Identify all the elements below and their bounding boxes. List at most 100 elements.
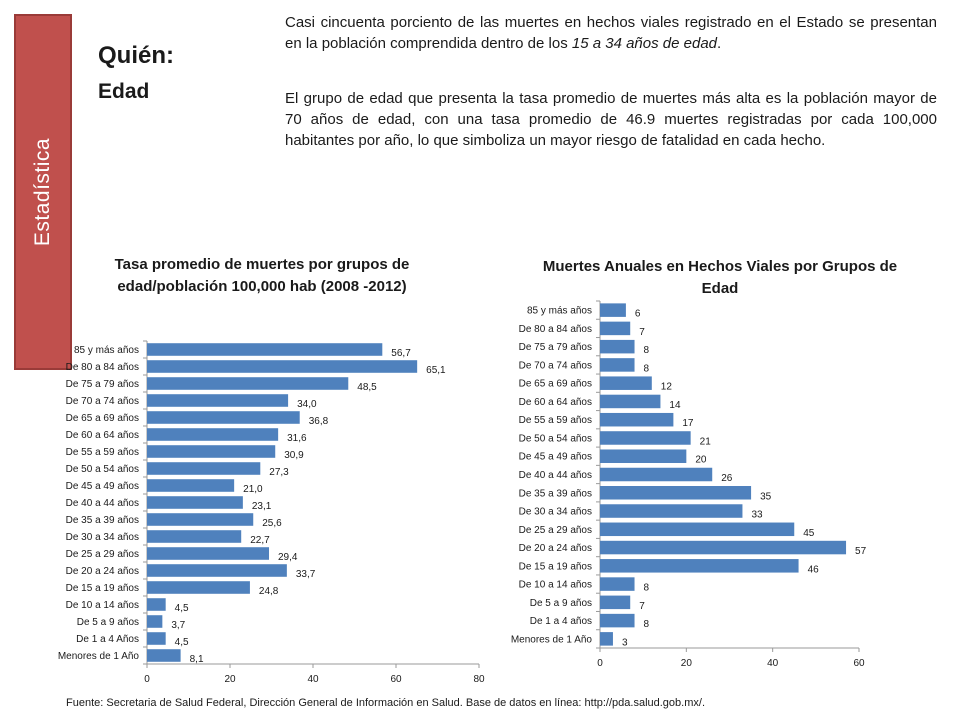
deaths-bar [600,504,743,518]
rate-category-label: De 40 a 44 años [66,498,139,509]
deaths-bar [600,522,795,537]
deaths-bar [600,540,847,555]
rate-category-label: De 70 a 74 años [66,396,139,407]
deaths-x-tick-label: 60 [853,658,865,669]
deaths-category-label: De 10 a 14 años [519,580,592,591]
rate-bar [147,479,235,492]
rate-value-label: 27,3 [269,467,289,478]
deaths-value-label: 17 [682,418,694,429]
deaths-value-label: 35 [760,491,772,502]
rate-value-label: 29,4 [278,552,298,563]
rate-category-label: De 80 a 84 años [66,362,139,373]
rate-category-label: De 55 a 59 años [66,447,139,458]
rate-bar [147,394,289,407]
rate-bar [147,530,242,543]
intro-emphasis: 15 a 34 años de edad [571,35,718,52]
deaths-bar [600,613,635,628]
deaths-bar [600,486,752,500]
deaths-bar [600,449,687,463]
rate-x-tick-label: 40 [307,674,319,685]
deaths-category-label: De 30 a 34 años [519,507,592,518]
rate-bar [147,547,270,560]
rate-bar [147,445,276,458]
rate-category-label: De 75 a 79 años [66,379,139,390]
deaths-category-label: De 25 a 29 años [519,525,592,536]
deaths-value-label: 33 [751,510,763,521]
rate-category-label: De 15 a 19 años [66,583,139,594]
rate-x-tick-label: 60 [390,674,402,685]
rate-bar [147,564,287,577]
rate-value-label: 25,6 [262,518,282,529]
deaths-category-label: De 65 a 69 años [519,379,592,390]
deaths-bar [600,595,631,610]
rate-value-label: 33,7 [296,569,316,580]
deaths-bar [600,431,691,445]
deaths-bar [600,632,613,646]
deaths-category-label: De 20 a 24 años [519,543,592,554]
rate-x-tick-label: 0 [144,674,150,685]
rate-value-label: 56,7 [391,348,411,359]
deaths-category-label: De 1 a 4 años [530,616,592,627]
rate-value-label: 30,9 [284,450,304,461]
rate-bar [147,343,383,356]
page-title: Quién: [98,42,174,69]
deaths-category-label: De 35 a 39 años [519,488,592,499]
page-subtitle: Edad [98,80,150,103]
deaths-value-label: 12 [661,382,673,393]
rate-bar-chart: 85 y más años 56,7 De 80 a 84 años 65,1 De 7… [58,340,485,685]
deaths-category-label: De 45 a 49 años [519,452,592,463]
rate-value-label: 48,5 [357,382,377,393]
rate-value-label: 65,1 [426,365,446,376]
deaths-bar [600,321,631,336]
deaths-category-label: De 80 a 84 años [519,324,592,335]
source-footnote: Fuente: Secretaria de Salud Federal, Dir… [66,697,705,709]
rate-bar [147,360,418,373]
intro-text-b: . [717,35,722,52]
deaths-category-label: De 40 a 44 años [519,470,592,481]
deaths-bar [600,358,635,372]
deaths-value-label: 3 [622,637,628,648]
rate-value-label: 34,0 [297,399,317,410]
rate-x-tick-label: 80 [473,674,485,685]
deaths-bar-chart: 85 y más años 6 De 80 a 84 años 7 De 75 a 79… [511,300,867,669]
rate-bar [147,598,166,611]
rate-value-label: 3,7 [171,620,185,631]
rate-value-label: 22,7 [250,535,270,546]
deaths-bar [600,559,799,573]
deaths-value-label: 45 [803,528,815,539]
rate-bar [147,632,166,645]
rate-value-label: 4,5 [175,603,189,614]
deaths-x-tick-label: 0 [597,658,603,669]
rate-category-label: De 50 a 54 años [66,464,139,475]
rate-value-label: 23,1 [252,501,272,512]
rate-category-label: Menores de 1 Año [58,651,140,662]
deaths-value-label: 46 [808,564,820,575]
rate-category-label: De 35 a 39 años [66,515,139,526]
deaths-bar [600,339,635,354]
rate-bar [147,581,250,594]
deaths-value-label: 7 [639,327,645,338]
intro-paragraph-1: Casi cincuenta porciento de las muertes … [285,12,937,54]
deaths-category-label: De 60 a 64 años [519,397,592,408]
rate-category-label: De 25 a 29 años [66,549,139,560]
deaths-value-label: 26 [721,473,733,484]
rate-value-label: 21,0 [243,484,263,495]
deaths-category-label: De 15 a 19 años [519,561,592,572]
rate-bar [147,411,300,424]
deaths-category-label: Menores de 1 Año [511,634,593,645]
deaths-category-label: De 70 a 74 años [519,360,592,371]
chart-title-rate: Tasa promedio de muertes por grupos de e… [114,256,410,295]
rate-bar [147,513,254,526]
deaths-value-label: 8 [644,345,650,356]
rate-category-label: 85 y más años [74,345,139,356]
rate-category-label: De 65 a 69 años [66,413,139,424]
rate-value-label: 31,6 [287,433,307,444]
rate-value-label: 24,8 [259,586,279,597]
deaths-value-label: 7 [639,601,645,612]
deaths-bar [600,467,713,482]
deaths-category-label: De 50 a 54 años [519,433,592,444]
chart-title-deaths: Muertes Anuales en Hechos Viales por Gru… [542,258,898,297]
deaths-value-label: 14 [669,400,681,411]
rate-bar [147,428,279,441]
rate-value-label: 4,5 [175,637,189,648]
